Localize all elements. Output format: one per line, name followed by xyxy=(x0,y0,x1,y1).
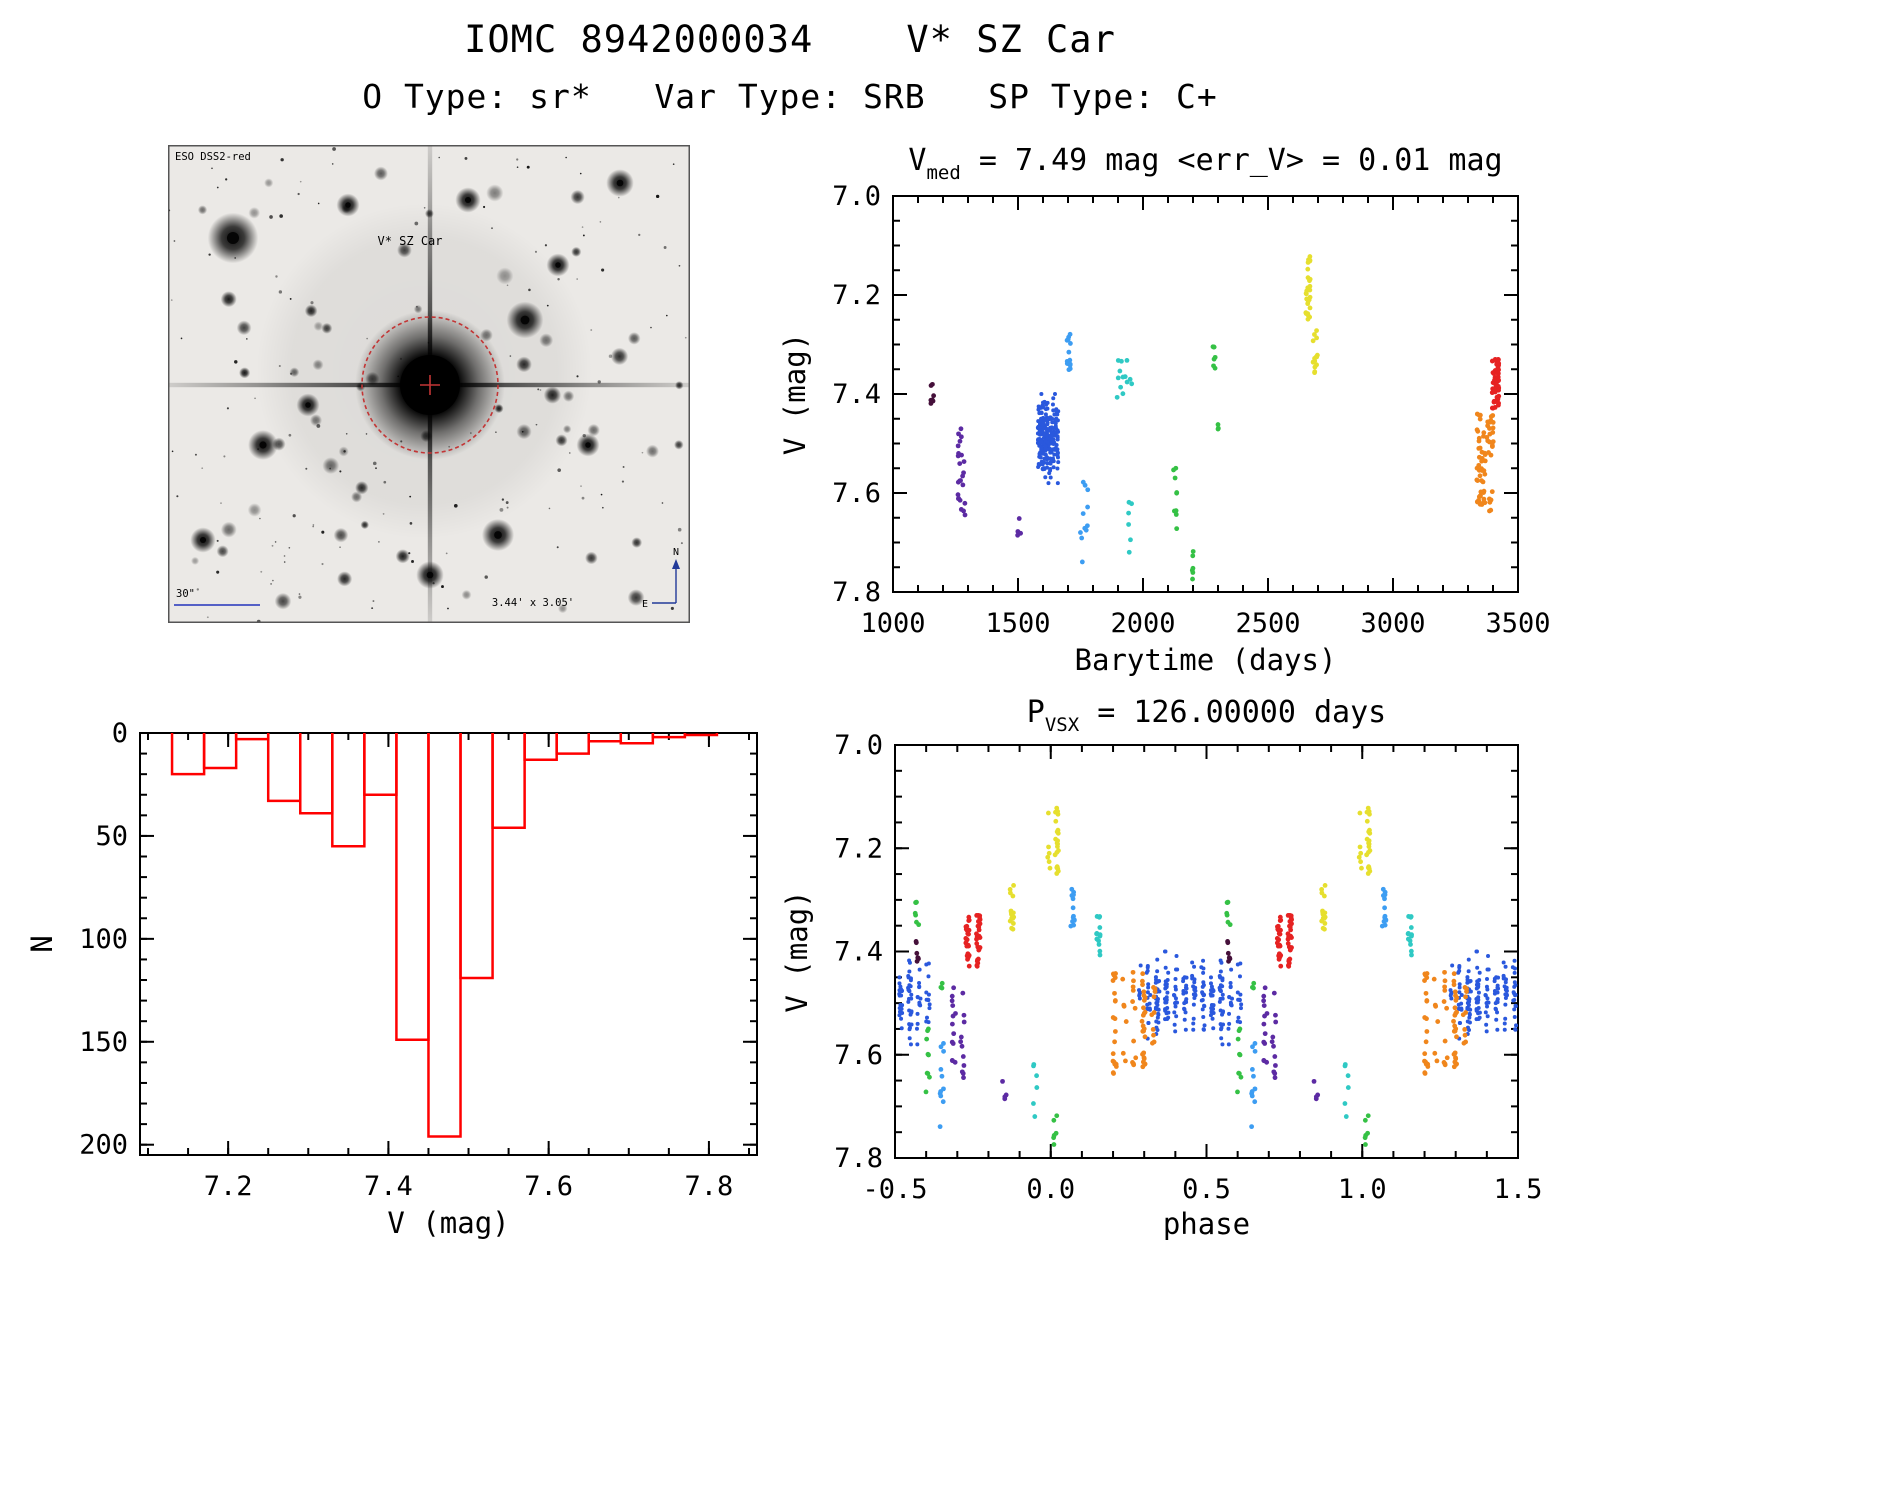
x-tick-label: 2000 xyxy=(1110,608,1175,639)
y-tick-label: 7.0 xyxy=(832,181,881,212)
axis-ticks xyxy=(892,195,1519,593)
target-crosshair-icon xyxy=(420,375,440,395)
page-subtitle: O Type: sr* Var Type: SRB SP Type: C+ xyxy=(362,77,1218,116)
target-label: V* SZ Car xyxy=(377,234,442,248)
y-tick-label: 7.2 xyxy=(832,280,881,311)
x-tick-label: 1000 xyxy=(860,608,925,639)
y-tick-label: 7.4 xyxy=(832,379,881,410)
y-axis-label: V (mag) xyxy=(778,333,812,455)
histogram-bar xyxy=(587,733,623,743)
histogram-bar xyxy=(395,733,430,1041)
x-tick-label: 2500 xyxy=(1235,608,1300,639)
x-tick-label: 0.0 xyxy=(1026,1174,1075,1205)
scale-label: 30" xyxy=(176,588,195,600)
x-tick-label: 7.6 xyxy=(524,1171,573,1202)
aperture-circle xyxy=(361,316,499,454)
plot-title: Vmed = 7.49 mag <err_V> = 0.01 mag xyxy=(908,143,1502,184)
histogram-bar xyxy=(427,733,462,1138)
histogram-bars xyxy=(170,733,719,1138)
x-tick-label: 1.0 xyxy=(1338,1174,1387,1205)
header: IOMC 8942000034 V* SZ Car O Type: sr* Va… xyxy=(0,18,1580,116)
x-tick-label: 0.5 xyxy=(1182,1174,1231,1205)
lightcurve-plot: 1000 1500 2000 2500 3000 3500 7.0 7.2 7.4 7.6 7.8 B… xyxy=(778,143,1550,677)
histogram-bar xyxy=(491,733,526,829)
y-tick-label: 7.8 xyxy=(834,1143,883,1174)
y-tick-label: 7.6 xyxy=(832,478,881,509)
x-axis-label: V (mag) xyxy=(387,1206,509,1240)
y-axis-label: V (mag) xyxy=(780,890,814,1012)
y-tick-label: 7.0 xyxy=(834,730,883,761)
x-tick-label: 3500 xyxy=(1485,608,1550,639)
compass-icon xyxy=(652,559,680,604)
compass-north-label: N xyxy=(673,547,679,558)
plot-frame xyxy=(139,732,758,1156)
x-tick-label: 1.5 xyxy=(1494,1174,1543,1205)
x-tick-label: 7.2 xyxy=(204,1171,253,1202)
image-border xyxy=(168,145,690,623)
plot-frame xyxy=(894,744,1519,1159)
histogram-bar xyxy=(523,733,558,762)
histogram-bar xyxy=(299,733,334,815)
finder-chart-image: V* SZ Car ESO DSS2-red 30" 3.44' x 3.05' N E xyxy=(168,145,690,623)
x-axis-label: Barytime (days) xyxy=(1075,643,1337,677)
page-title: IOMC 8942000034 V* SZ Car xyxy=(464,18,1116,61)
y-tick-label: 0 xyxy=(112,718,128,749)
y-tick-label: 7.8 xyxy=(832,577,881,608)
histogram-bar xyxy=(619,733,655,745)
phase-plot: -0.5 0.0 0.5 1.0 1.5 7.0 7.2 7.4 7.6 7.8 phase V (m… xyxy=(780,695,1543,1241)
x-axis-label: phase xyxy=(1163,1207,1250,1241)
y-tick-label: 100 xyxy=(79,924,128,955)
y-tick-label: 50 xyxy=(95,821,128,852)
histogram-bar xyxy=(363,733,398,797)
compass-east-label: E xyxy=(642,599,648,610)
histogram-bar xyxy=(555,733,590,755)
plot-title: PVSX = 126.00000 days xyxy=(1027,695,1386,736)
field-stars xyxy=(168,147,690,623)
y-tick-label: 150 xyxy=(79,1027,128,1058)
x-tick-label: 7.8 xyxy=(685,1171,734,1202)
y-tick-label: 200 xyxy=(79,1130,128,1161)
fov-label: 3.44' x 3.05' xyxy=(492,597,574,609)
x-tick-label: 7.4 xyxy=(364,1171,413,1202)
histogram-bar xyxy=(202,733,238,770)
histogram-bar xyxy=(331,733,366,848)
lightcurve-points xyxy=(928,254,1502,582)
plot-frame xyxy=(892,195,1519,593)
x-tick-label: 1500 xyxy=(985,608,1050,639)
x-tick-label: 3000 xyxy=(1360,608,1425,639)
axis-ticks xyxy=(140,732,757,1155)
axis-ticks xyxy=(894,744,1519,1159)
y-axis-label: N xyxy=(25,935,59,952)
y-tick-label: 7.2 xyxy=(834,833,883,864)
histogram-bar xyxy=(683,733,719,737)
histogram-bar xyxy=(459,733,494,980)
histogram-plot: 7.2 7.4 7.6 7.8 0 50 100 150 200 V (mag) N xyxy=(25,718,758,1240)
y-tick-label: 7.4 xyxy=(834,937,883,968)
survey-label: ESO DSS2-red xyxy=(175,151,251,163)
phase-points xyxy=(895,805,1518,1147)
x-tick-label: -0.5 xyxy=(862,1174,927,1205)
histogram-bar xyxy=(266,733,302,803)
y-tick-label: 7.6 xyxy=(834,1040,883,1071)
